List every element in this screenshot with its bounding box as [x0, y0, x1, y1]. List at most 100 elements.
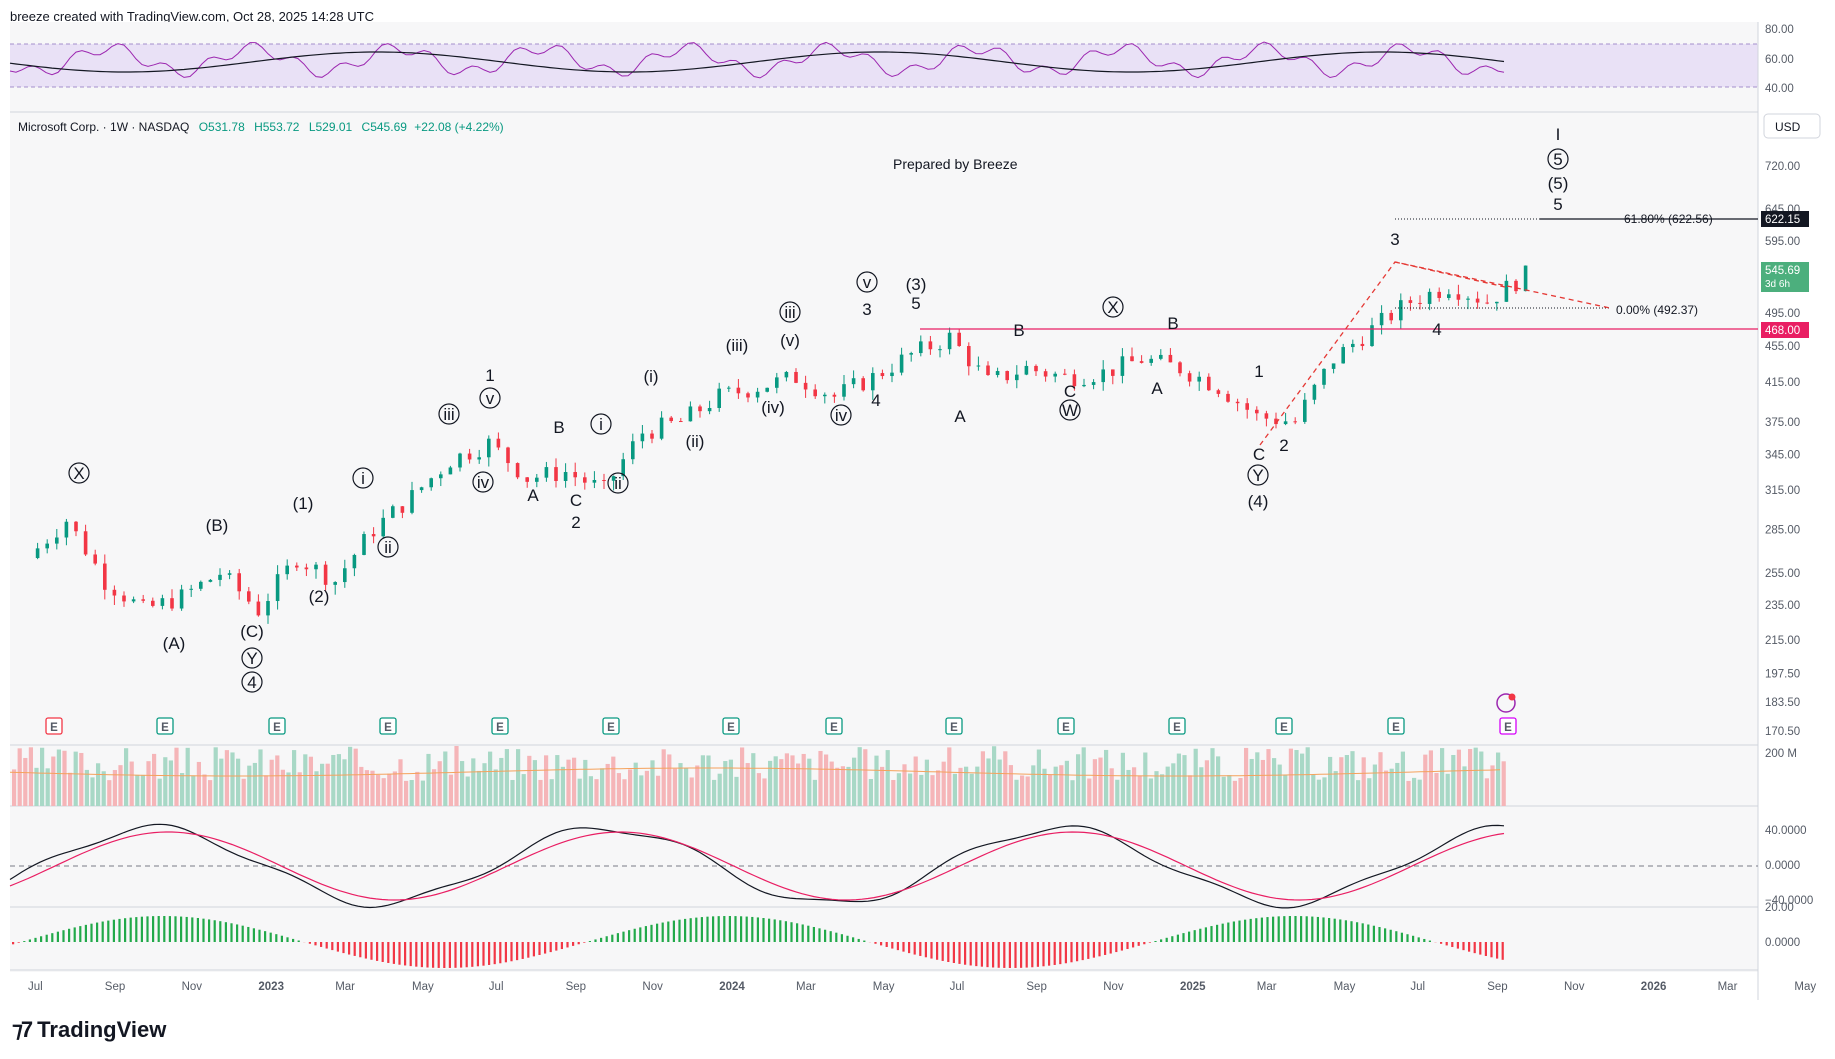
hist-bar: [1322, 917, 1325, 942]
candle-body: [151, 600, 155, 606]
candle-body: [237, 573, 241, 592]
candle-body: [304, 567, 309, 570]
volume-bar: [980, 751, 985, 806]
volume-bar: [706, 755, 711, 806]
candle-body: [1475, 298, 1480, 303]
earnings-marker[interactable]: [156, 717, 174, 735]
earnings-marker[interactable]: [1057, 717, 1075, 735]
legend: Microsoft Corp. · 1W · NASDAQ O531.78 H5…: [18, 120, 504, 134]
candle-body: [1091, 382, 1096, 385]
price-tick: 720.00: [1765, 161, 1800, 173]
earnings-marker[interactable]: [825, 717, 843, 735]
volume-bar: [146, 761, 151, 806]
volume-bar: [1193, 748, 1198, 806]
candle-body: [352, 554, 357, 569]
volume-bar: [650, 760, 655, 806]
volume-bar: [1048, 774, 1053, 806]
earnings-marker[interactable]: [602, 717, 620, 735]
hist-bar: [1092, 942, 1095, 958]
earnings-marker[interactable]: [1168, 717, 1186, 735]
hist-bar: [1020, 942, 1023, 968]
hist-bar: [796, 923, 799, 942]
volume-bar: [583, 759, 588, 806]
hist-bar: [23, 941, 26, 942]
volume-bar: [740, 747, 745, 806]
volume-bar: [258, 749, 263, 806]
volume-bar: [941, 761, 946, 806]
wave-circle: [241, 671, 263, 693]
hist-bar: [258, 929, 261, 942]
earnings-marker[interactable]: [491, 717, 509, 735]
hist-bar: [488, 942, 491, 965]
hist-bar: [784, 921, 787, 942]
price-axis[interactable]: 720.00645.00595.00545.00495.00455.00415.…: [1765, 24, 1813, 949]
hist-bar: [997, 942, 1000, 968]
candle-body: [112, 589, 117, 596]
time-tick: Sep: [105, 981, 125, 993]
hist-bar: [952, 942, 955, 963]
hist-bar: [1333, 918, 1336, 942]
hist-bar: [807, 925, 810, 942]
volume-bar: [1372, 764, 1377, 806]
volume-bar: [432, 769, 437, 806]
earnings-marker[interactable]: [268, 717, 286, 735]
volume-bar: [482, 763, 487, 806]
volume-bar: [1423, 754, 1428, 806]
volume-bar: [252, 762, 257, 806]
volume-bar: [1232, 780, 1237, 806]
currency-button[interactable]: [1763, 113, 1821, 139]
macd-signal-line: [9, 831, 1505, 901]
ai-indicator-icon[interactable]: [1496, 693, 1516, 713]
wave-label: Y: [1252, 466, 1263, 485]
hist-bar: [146, 916, 149, 942]
hist-bar: [1137, 942, 1140, 946]
volume-bar: [717, 773, 722, 806]
earnings-marker[interactable]: [379, 717, 397, 735]
hist-bar: [236, 924, 239, 942]
wave-label: 2: [571, 513, 580, 532]
volume-bar: [622, 779, 627, 806]
volume-bar: [1361, 757, 1366, 806]
candle-body: [1283, 421, 1288, 425]
earnings-marker[interactable]: [1499, 717, 1517, 735]
volume-bar: [695, 765, 700, 806]
hist-bar: [1339, 919, 1342, 942]
hist-bar: [1272, 916, 1275, 942]
volume-bar: [1378, 752, 1383, 806]
hist-bar: [51, 933, 54, 942]
earnings-marker[interactable]: [722, 717, 740, 735]
earnings-marker[interactable]: [1275, 717, 1293, 735]
volume-bar: [1076, 754, 1081, 806]
earnings-marker[interactable]: [945, 717, 963, 735]
earnings-marker[interactable]: [1387, 717, 1405, 735]
tradingview-logo[interactable]: ⁊7 TradingView: [12, 1017, 166, 1043]
hist-bar: [213, 920, 216, 942]
candle-body: [506, 447, 510, 464]
candle-body: [179, 589, 184, 609]
candle-body: [410, 490, 414, 513]
earnings-marker[interactable]: [45, 717, 63, 735]
hist-bar: [426, 942, 429, 968]
legend-low: L529.01: [309, 120, 353, 134]
hist-bar: [1288, 916, 1291, 942]
volume-bar: [863, 749, 868, 806]
candle-body: [1370, 325, 1374, 347]
volume-bar: [1384, 770, 1389, 806]
time-axis[interactable]: Jul Sep Nov 2023 Mar May Jul Sep Nov 2024 Mar May Ju…: [28, 981, 1816, 993]
candle-body: [285, 565, 289, 575]
hist-bar: [202, 918, 205, 942]
volume-bar: [56, 749, 61, 806]
hist-bar: [264, 931, 267, 942]
volume-bar: [62, 750, 67, 806]
volume-bar: [846, 766, 851, 806]
volume-bar: [829, 761, 834, 806]
hist-bar: [1244, 919, 1247, 942]
volume-bar: [1025, 776, 1030, 806]
wave-label: C: [1064, 382, 1076, 401]
hist-bar: [1468, 942, 1471, 952]
hist-bar: [1316, 916, 1319, 942]
volume-bar: [1020, 775, 1025, 806]
hist-bar: [325, 942, 328, 949]
hist-bar: [1490, 942, 1493, 958]
